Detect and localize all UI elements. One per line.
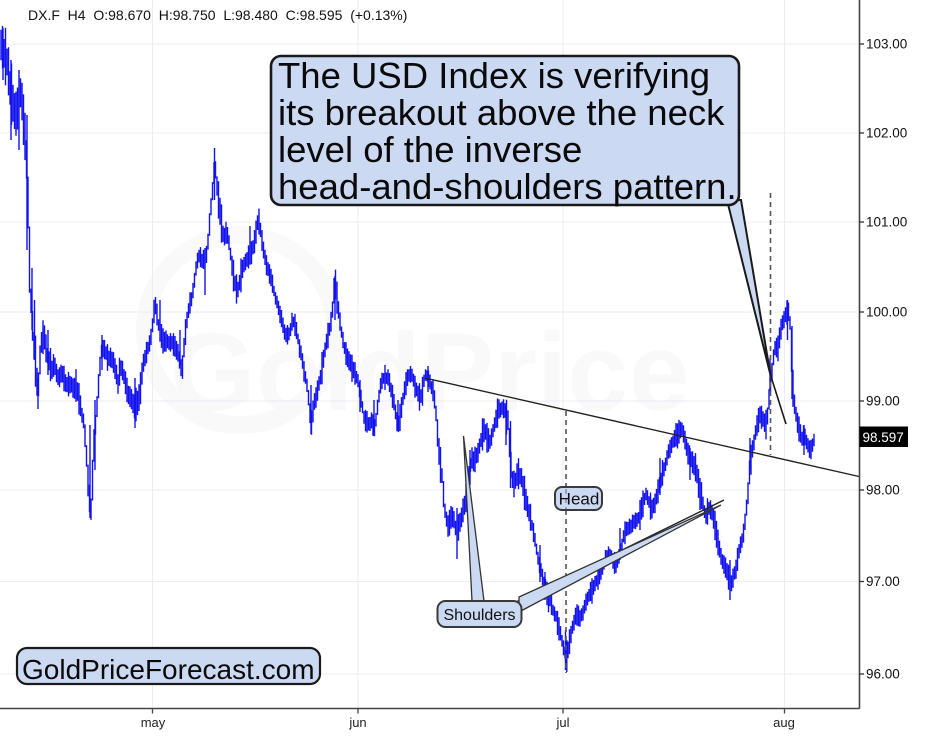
svg-text:96.00: 96.00 <box>866 667 900 682</box>
svg-text:level of the inverse: level of the inverse <box>278 129 582 170</box>
svg-text:102.00: 102.00 <box>866 126 907 141</box>
svg-text:101.00: 101.00 <box>866 215 907 230</box>
svg-text:100.00: 100.00 <box>866 305 907 320</box>
svg-text:head-and-shoulders pattern.: head-and-shoulders pattern. <box>278 166 737 207</box>
svg-text:GoldPriceForecast.com: GoldPriceForecast.com <box>22 654 315 685</box>
svg-text:GoldPrice: GoldPrice <box>170 311 690 434</box>
svg-text:jul: jul <box>555 715 569 730</box>
svg-text:103.00: 103.00 <box>866 37 907 52</box>
svg-text:Head: Head <box>559 490 600 509</box>
svg-text:The USD Index is verifying: The USD Index is verifying <box>278 55 710 96</box>
svg-text:Shoulders: Shoulders <box>443 607 515 624</box>
svg-text:99.00: 99.00 <box>866 394 900 409</box>
svg-text:98.00: 98.00 <box>866 483 900 498</box>
svg-text:aug: aug <box>773 715 795 730</box>
svg-text:its breakout above the neck: its breakout above the neck <box>278 92 725 133</box>
svg-text:jun: jun <box>348 715 366 730</box>
svg-text:97.00: 97.00 <box>866 574 900 589</box>
svg-text:98.597: 98.597 <box>863 430 904 445</box>
svg-text:may: may <box>141 715 166 730</box>
svg-text:DX.F H4 O:98.670 H:98.750: DX.F H4 O:98.670 H:98.750 L:98.480 C:98.… <box>28 7 407 23</box>
